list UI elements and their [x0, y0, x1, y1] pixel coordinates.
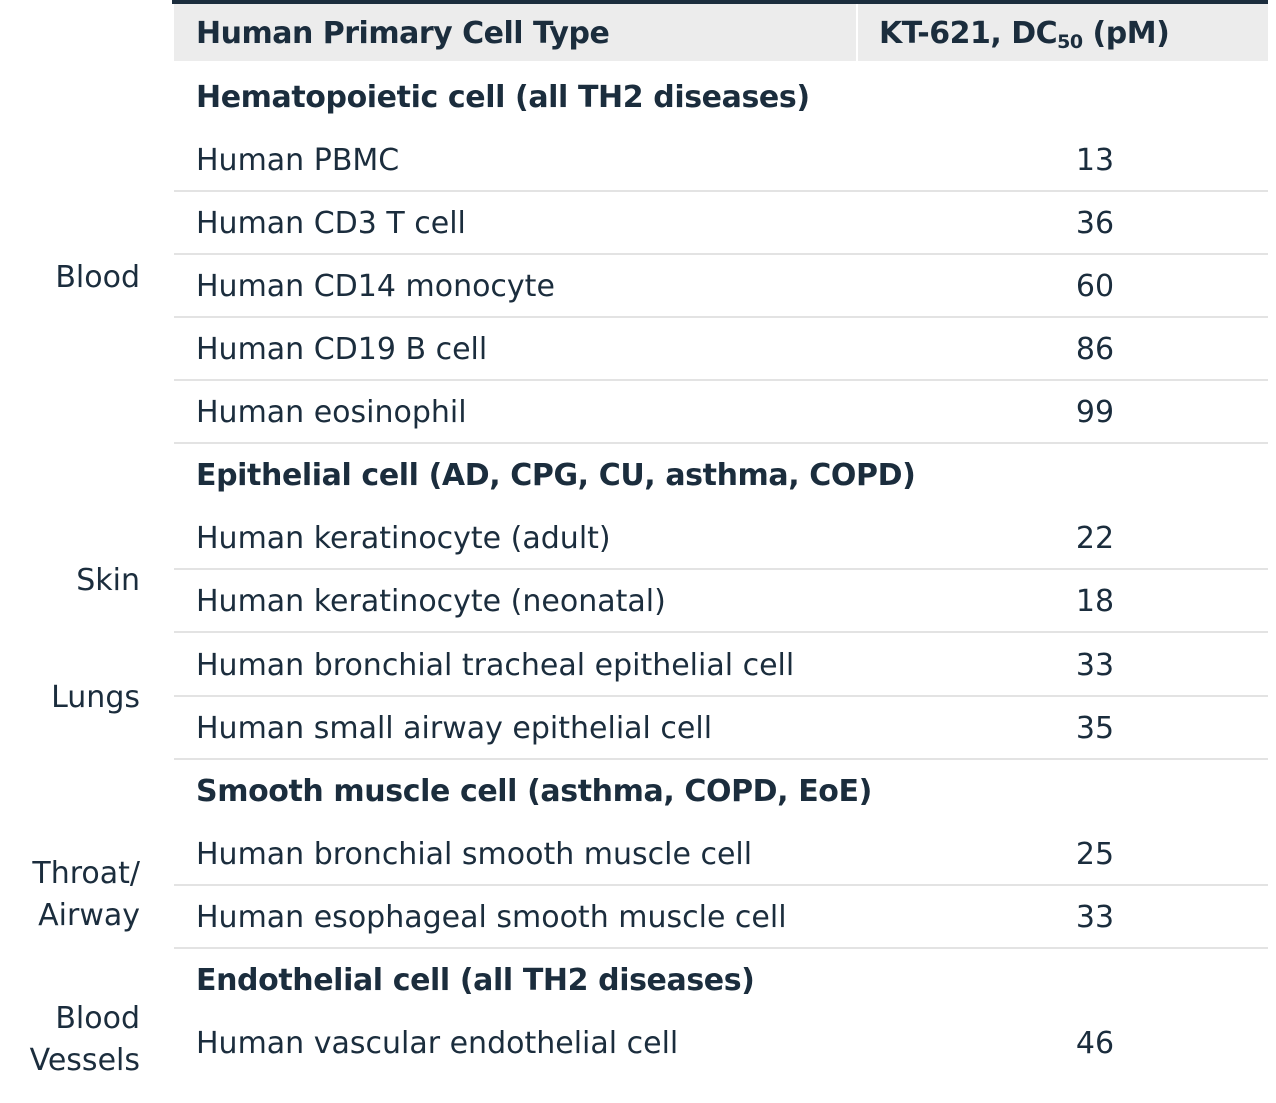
group-label: Endothelial cell (all TH2 diseases)	[196, 963, 755, 998]
table-row: Human bronchial smooth muscle cell 25	[174, 823, 1268, 886]
dc50-value: 33	[1075, 648, 1115, 683]
group-label: Epithelial cell (AD, CPG, CU, asthma, CO…	[196, 458, 916, 493]
group-row-endothelial: Endothelial cell (all TH2 diseases)	[174, 949, 1268, 1010]
table-row: Human keratinocyte (neonatal) 18	[174, 570, 1268, 633]
tissue-label-throat-airway: Throat/ Airway	[32, 853, 140, 937]
header-cell-type: Human Primary Cell Type	[196, 16, 610, 51]
tissue-label-line: Vessels	[29, 1043, 140, 1078]
cell-type-name: Human esophageal smooth muscle cell	[196, 900, 787, 935]
group-row-epithelial: Epithelial cell (AD, CPG, CU, asthma, CO…	[174, 444, 1268, 505]
group-row-hematopoietic: Hematopoietic cell (all TH2 diseases)	[174, 66, 1268, 127]
dc50-value: 35	[1075, 711, 1115, 746]
header-value-bg	[858, 4, 1268, 61]
cell-type-name: Human eosinophil	[196, 395, 467, 430]
cell-type-name: Human bronchial tracheal epithelial cell	[196, 648, 795, 683]
table-row: Human vascular endothelial cell 46	[174, 1012, 1268, 1073]
dc50-value: 46	[1075, 1026, 1115, 1061]
tissue-label-line: Blood	[55, 1001, 140, 1036]
tissue-label-skin: Skin	[76, 563, 140, 598]
cell-type-name: Human keratinocyte (neonatal)	[196, 584, 666, 619]
cell-type-name: Human bronchial smooth muscle cell	[196, 837, 753, 872]
tissue-label-lungs: Lungs	[51, 680, 140, 715]
dc50-value: 99	[1075, 395, 1115, 430]
cell-type-name: Human small airway epithelial cell	[196, 711, 713, 746]
header-value-suffix: (pM)	[1082, 16, 1170, 51]
cell-type-name: Human CD14 monocyte	[196, 269, 555, 304]
dc50-value: 18	[1075, 584, 1115, 619]
table-row: Human CD3 T cell 36	[174, 192, 1268, 255]
cell-type-name: Human keratinocyte (adult)	[196, 521, 611, 556]
cell-type-name: Human vascular endothelial cell	[196, 1026, 679, 1061]
header-cell-type-bg	[174, 4, 856, 61]
table-row: Human small airway epithelial cell 35	[174, 697, 1268, 760]
tissue-label-blood-vessels: Blood Vessels	[30, 998, 140, 1082]
table-row: Human bronchial tracheal epithelial cell…	[174, 634, 1268, 697]
table-top-rule	[172, 0, 1268, 4]
table-row: Human keratinocyte (adult) 22	[174, 507, 1268, 570]
dc50-value: 22	[1075, 521, 1115, 556]
tissue-label-line: Airway	[38, 898, 140, 933]
group-label: Hematopoietic cell (all TH2 diseases)	[196, 80, 810, 115]
header-value: KT-621, DC50 (pM)	[879, 4, 1170, 61]
header-value-subscript: 50	[1057, 31, 1083, 53]
group-label: Smooth muscle cell (asthma, COPD, EoE)	[196, 774, 872, 809]
dc50-value: 13	[1075, 143, 1115, 178]
dc50-value: 86	[1075, 332, 1115, 367]
dc50-value: 25	[1075, 837, 1115, 872]
cell-type-name: Human PBMC	[196, 143, 400, 178]
dc50-value: 60	[1075, 269, 1115, 304]
group-row-smooth-muscle: Smooth muscle cell (asthma, COPD, EoE)	[174, 760, 1268, 821]
table-row: Human PBMC 13	[174, 129, 1268, 192]
cell-type-name: Human CD3 T cell	[196, 206, 466, 241]
table-row: Human CD19 B cell 86	[174, 318, 1268, 381]
dc50-value: 36	[1075, 206, 1115, 241]
tissue-label-line: Throat/	[32, 856, 140, 891]
table-row: Human eosinophil 99	[174, 381, 1268, 444]
cell-type-name: Human CD19 B cell	[196, 332, 488, 367]
tissue-label-blood: Blood	[55, 260, 140, 295]
dc50-value: 33	[1075, 900, 1115, 935]
header-value-prefix: KT-621, DC	[879, 16, 1058, 51]
table-row: Human esophageal smooth muscle cell 33	[174, 886, 1268, 949]
table-row: Human CD14 monocyte 60	[174, 255, 1268, 318]
